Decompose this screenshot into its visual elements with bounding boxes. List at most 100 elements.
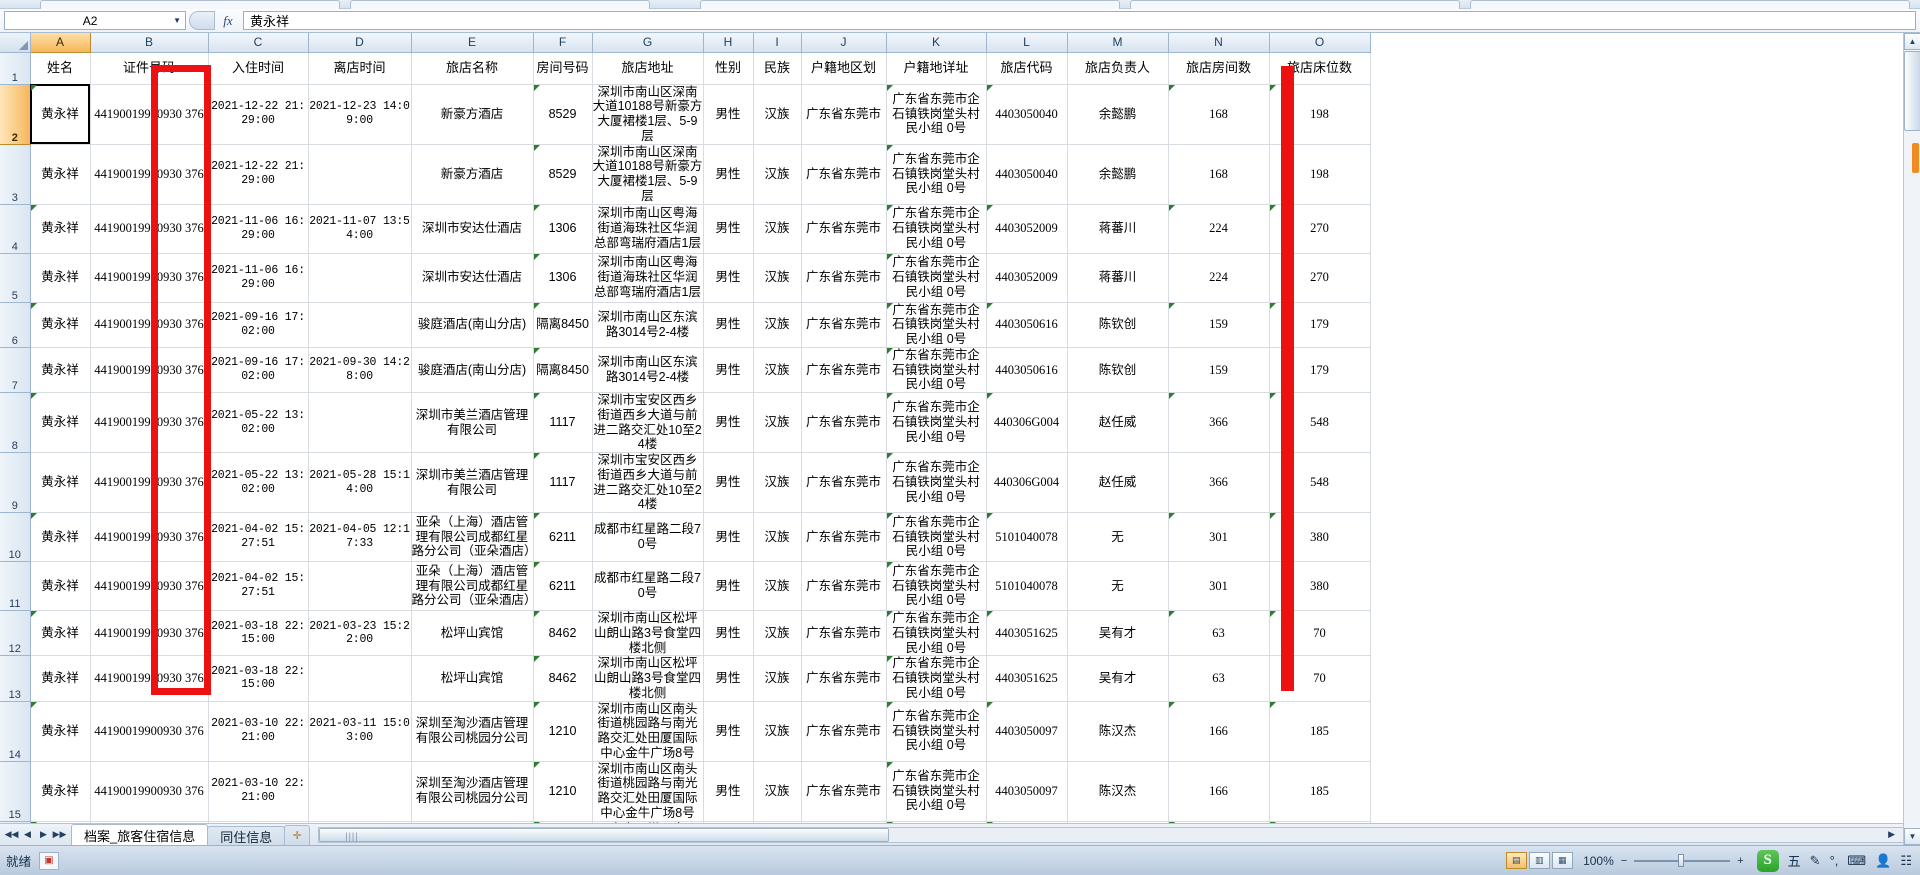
column-header-h[interactable]: H (703, 33, 754, 53)
row-header-9[interactable]: 9 (0, 452, 31, 513)
cell-gender[interactable]: 男性 (703, 253, 754, 303)
cell-bed_count[interactable]: 185 (1269, 701, 1371, 762)
column-header-m[interactable]: M (1067, 33, 1169, 53)
cell-ethnicity[interactable]: 汉族 (753, 144, 802, 205)
formula-input[interactable]: 黄永祥 (243, 11, 1916, 30)
cell-room_number[interactable]: 8529 (533, 144, 593, 205)
cell-name[interactable]: 黄永祥 (30, 701, 91, 762)
cell-hotel_code[interactable]: 5101040078 (986, 561, 1068, 611)
cell-room_number[interactable]: 8529 (533, 84, 593, 145)
next-sheet-button[interactable]: ▶ (40, 829, 47, 839)
cell-hotel_manager[interactable]: 赵任威 (1067, 452, 1169, 513)
cell-name[interactable]: 黄永祥 (30, 302, 91, 348)
cell-household_address[interactable]: 广东省东莞市企石镇铁岗堂头村民小组 0号 (886, 761, 987, 822)
cell-name[interactable]: 黄永祥 (30, 347, 91, 394)
cell-checkin[interactable]: 2021-03-10 22:21:00 (208, 701, 309, 762)
column-title-name[interactable]: 姓名 (30, 52, 91, 85)
cell-name[interactable]: 黄永祥 (30, 253, 91, 303)
cell-hotel_code[interactable]: 440306G004 (986, 392, 1068, 453)
cell-hotel_name[interactable]: 亚朵（上海）酒店管理有限公司成都红星路分公司（亚朵酒店） (411, 512, 534, 562)
cell-checkout[interactable] (308, 655, 412, 702)
cell-household_region[interactable]: 广东省东莞市 (801, 655, 887, 702)
cell-hotel_name[interactable]: 深圳市美兰酒店管理有限公司 (411, 392, 534, 453)
cell-ethnicity[interactable]: 汉族 (753, 655, 802, 702)
cell-hotel_manager[interactable]: 陈汉杰 (1067, 761, 1169, 822)
cell-room_number[interactable]: 6211 (533, 512, 593, 562)
cell-hotel_address[interactable]: 成都市红星路二段70号 (592, 561, 704, 611)
scroll-up-button[interactable]: ▲ (1904, 33, 1920, 50)
cell-name[interactable]: 黄永祥 (30, 204, 91, 254)
last-sheet-button[interactable]: ▶▶ (52, 829, 67, 839)
cell-checkout[interactable] (308, 253, 412, 303)
cell-checkin[interactable]: 2021-09-16 17:02:00 (208, 347, 309, 394)
cell-checkout[interactable]: 2021-04-05 12:17:33 (308, 512, 412, 562)
cell-household_address[interactable]: 广东省东莞市企石镇铁岗堂头村民小组 0号 (886, 452, 987, 513)
cell-household_region[interactable]: 广东省东莞市 (801, 253, 887, 303)
cell-bed_count[interactable]: 179 (1269, 347, 1371, 394)
cell-hotel_manager[interactable]: 陈钦创 (1067, 347, 1169, 394)
cell-id_number[interactable]: 44190019900930 376 (90, 655, 209, 702)
cell-household_address[interactable]: 广东省东莞市企石镇铁岗堂头村民小组 0号 (886, 655, 987, 702)
cell-hotel_name[interactable]: 新豪方酒店 (411, 144, 534, 205)
column-header-j[interactable]: J (801, 33, 887, 53)
cell-hotel_address[interactable]: 深圳市南山区深南大道10188号新豪方大厦裙楼1层、5-9层 (592, 144, 704, 205)
column-title-room_number[interactable]: 房间号码 (533, 52, 593, 85)
cell-checkin[interactable]: 2021-05-22 13:02:00 (208, 392, 309, 453)
cell-hotel_address[interactable]: 深圳市南山区东滨路3014号2-4楼 (592, 302, 704, 348)
row-header-10[interactable]: 10 (0, 512, 31, 562)
zoom-slider-knob[interactable] (1678, 854, 1685, 867)
cell-checkout[interactable]: 2021-03-23 15:22:00 (308, 610, 412, 657)
table-row[interactable]: 11 黄永祥 44190019900930 376 2021-04-02 15:27:… (0, 561, 1371, 611)
cell-id_number[interactable]: 44190019900930 376 (90, 253, 209, 303)
row-header-13[interactable]: 13 (0, 655, 31, 702)
cell-hotel_code[interactable]: 5101040078 (986, 512, 1068, 562)
cell-checkout[interactable]: 2021-11-07 13:54:00 (308, 204, 412, 254)
row-header-5[interactable]: 5 (0, 253, 31, 303)
cell-ethnicity[interactable]: 汉族 (753, 392, 802, 453)
row-header-14[interactable]: 14 (0, 701, 31, 762)
column-title-checkin[interactable]: 入住时间 (208, 52, 309, 85)
column-header-g[interactable]: G (592, 33, 704, 53)
cell-household_region[interactable]: 广东省东莞市 (801, 144, 887, 205)
table-row[interactable]: 15 黄永祥 44190019900930 376 2021-03-10 22:21:… (0, 761, 1371, 822)
cell-checkout[interactable]: 2021-09-30 14:28:00 (308, 347, 412, 394)
cell-name[interactable]: 黄永祥 (30, 144, 91, 205)
cell-hotel_manager[interactable]: 无 (1067, 512, 1169, 562)
table-row[interactable]: 4 黄永祥 44190019900930 376 2021-11-06 16:29:0… (0, 204, 1371, 254)
cell-room_number[interactable]: 1210 (533, 761, 593, 822)
table-row[interactable]: 10 黄永祥 44190019900930 376 2021-04-02 15:27:… (0, 512, 1371, 562)
cell-hotel_manager[interactable]: 无 (1067, 561, 1169, 611)
cell-hotel_address[interactable]: 深圳市南山区粤海街道海珠社区华润总部弯瑞府酒店1层 (592, 204, 704, 254)
sheet-tab-2[interactable]: 同住信息 (207, 825, 286, 846)
cell-hotel_code[interactable]: 4403052009 (986, 253, 1068, 303)
cell-household_region[interactable]: 广东省东莞市 (801, 452, 887, 513)
cell-household_region[interactable]: 广东省东莞市 (801, 302, 887, 348)
cell-id_number[interactable]: 44190019900930 376 (90, 204, 209, 254)
cell-hotel_name[interactable]: 深圳至淘沙酒店管理有限公司桃园分公司 (411, 701, 534, 762)
vertical-scroll-thumb[interactable] (1904, 51, 1920, 131)
cell-hotel_manager[interactable]: 余懿鹏 (1067, 144, 1169, 205)
cell-hotel_name[interactable]: 深圳市安达仕酒店 (411, 204, 534, 254)
zoom-out-button[interactable]: − (1620, 854, 1628, 867)
cell-gender[interactable]: 男性 (703, 761, 754, 822)
cell-ethnicity[interactable]: 汉族 (753, 253, 802, 303)
cell-room_count[interactable]: 159 (1168, 302, 1270, 348)
column-header-i[interactable]: I (753, 33, 802, 53)
cell-name[interactable]: 黄永祥 (30, 761, 91, 822)
row-header-12[interactable]: 12 (0, 610, 31, 657)
cell-household_region[interactable]: 广东省东莞市 (801, 701, 887, 762)
cell-hotel_name[interactable]: 深圳至淘沙酒店管理有限公司桃园分公司 (411, 761, 534, 822)
cell-hotel_code[interactable]: 4403050040 (986, 84, 1068, 145)
cell-id_number[interactable]: 44190019900930 376 (90, 610, 209, 657)
cell-hotel_manager[interactable]: 陈汉杰 (1067, 701, 1169, 762)
cell-bed_count[interactable]: 380 (1269, 561, 1371, 611)
cell-gender[interactable]: 男性 (703, 512, 754, 562)
row-header-3[interactable]: 3 (0, 144, 31, 205)
cell-hotel_manager[interactable]: 余懿鹏 (1067, 84, 1169, 145)
cell-household_address[interactable]: 广东省东莞市企石镇铁岗堂头村民小组 0号 (886, 347, 987, 394)
cell-bed_count[interactable]: 380 (1269, 512, 1371, 562)
cell-room_count[interactable]: 166 (1168, 761, 1270, 822)
cell-bed_count[interactable]: 198 (1269, 84, 1371, 145)
cell-name[interactable]: 黄永祥 (30, 655, 91, 702)
cell-room_count[interactable]: 301 (1168, 561, 1270, 611)
